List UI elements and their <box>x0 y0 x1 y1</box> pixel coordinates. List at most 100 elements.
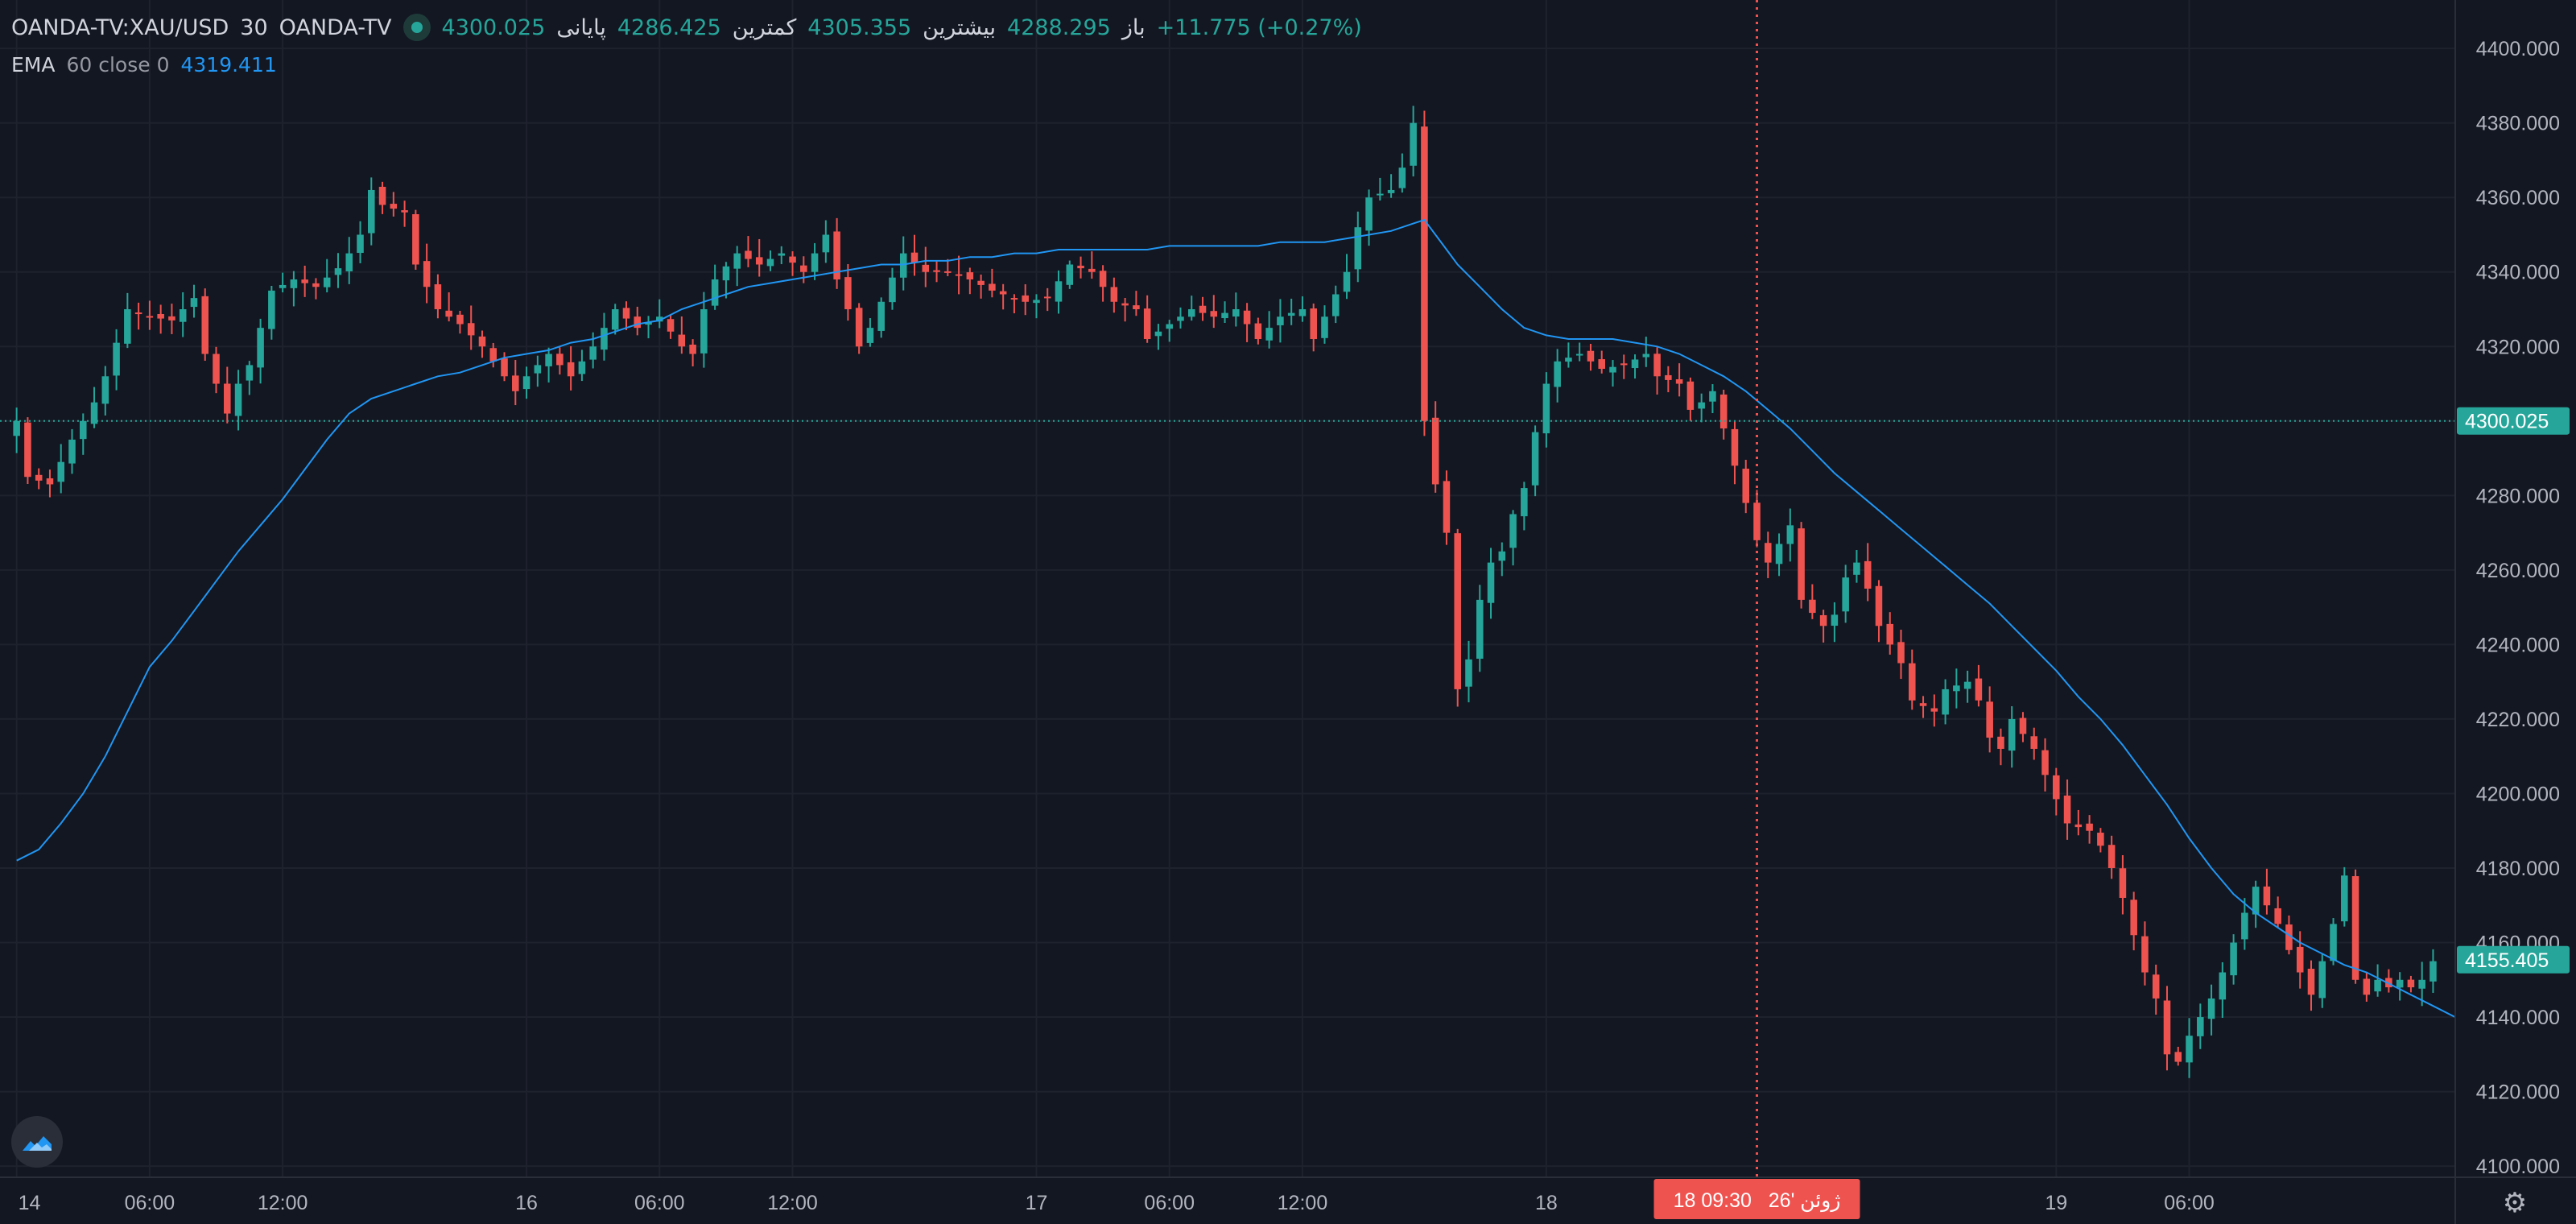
candle-body <box>290 279 298 288</box>
candle-body <box>1365 197 1373 231</box>
interval-label[interactable]: 30 <box>240 14 268 40</box>
time-tick-label: 18 <box>1535 1192 1558 1214</box>
candle-body <box>113 342 120 376</box>
candle-body <box>589 346 597 360</box>
ema-value: 4319.411 <box>180 52 277 76</box>
candle-body <box>1775 544 1783 564</box>
candle-body <box>745 250 752 259</box>
candle-body <box>2374 979 2381 992</box>
candle-body <box>1521 488 1528 517</box>
candle-body <box>1321 316 1328 338</box>
candle-body <box>1177 316 1184 321</box>
candle-body <box>146 316 154 318</box>
candle-body <box>800 265 807 272</box>
price-tick-label: 4180.000 <box>2476 858 2560 880</box>
candle-body <box>323 277 331 287</box>
candle-body <box>1719 394 1728 429</box>
candle-body <box>2230 942 2237 976</box>
candle-body <box>401 210 408 213</box>
candle-body <box>601 328 608 350</box>
candle-body <box>1498 551 1506 561</box>
candle-body <box>390 204 398 209</box>
candle-body <box>989 283 996 291</box>
price-tick-label: 4220.000 <box>2476 709 2560 731</box>
candle-body <box>1953 685 1960 692</box>
source-label[interactable]: OANDA-TV <box>279 14 392 40</box>
candle-body <box>999 291 1007 295</box>
candle-body <box>1575 354 1583 356</box>
candle-body <box>645 322 652 325</box>
candle-body <box>844 277 852 310</box>
candle-body <box>1287 312 1295 316</box>
ema-name: EMA <box>11 52 56 76</box>
candle-body <box>1709 391 1716 402</box>
candle-body <box>478 336 486 347</box>
time-tick-label: 06:00 <box>125 1192 175 1214</box>
price-tick-label: 4280.000 <box>2476 485 2560 507</box>
time-tick-label: 16 <box>515 1192 538 1214</box>
candle-body <box>489 348 497 362</box>
candle-body <box>667 319 675 332</box>
candle-body <box>1377 193 1384 196</box>
chart-grid <box>0 0 2455 1177</box>
candle-body <box>2219 972 2227 1000</box>
symbol-name[interactable]: OANDA-TV:XAU/USD <box>11 14 229 40</box>
candle-body <box>2197 1017 2204 1036</box>
candle-body <box>234 383 242 416</box>
candle-body <box>611 309 619 330</box>
candle-body <box>1143 308 1151 340</box>
candle-body <box>2008 718 2016 751</box>
candle-body <box>1033 300 1040 304</box>
candle-body <box>1897 642 1905 664</box>
candle-body <box>534 365 542 374</box>
candle-body <box>966 272 974 279</box>
candle-body <box>2053 775 2060 800</box>
candle-body <box>268 290 275 329</box>
candle-body <box>2152 974 2160 999</box>
candle-body <box>733 253 741 269</box>
candle-body <box>955 274 963 276</box>
candle-body <box>1620 363 1628 366</box>
time-tick-label: 19 <box>2045 1192 2067 1214</box>
ema-legend[interactable]: EMA 60 close 0 4319.411 <box>11 50 277 79</box>
candle-body <box>90 402 98 424</box>
current-price-tag <box>2457 407 2570 435</box>
candle-body <box>766 258 774 267</box>
candle-body <box>1587 350 1595 362</box>
price-tick-label: 4240.000 <box>2476 634 2560 656</box>
price-axis[interactable]: 4400.000 4380.000 4360.000 4340.000 4320.000… <box>2454 0 2560 1224</box>
candle-body <box>1221 312 1228 319</box>
candle-body <box>13 420 20 436</box>
candle-body <box>944 271 952 273</box>
candle-body <box>2097 833 2104 846</box>
candle-body <box>1454 533 1461 689</box>
candle-body <box>833 231 840 279</box>
candle-body <box>722 266 730 281</box>
gear-icon[interactable]: ⚙ <box>2502 1187 2528 1219</box>
tradingview-logo-icon[interactable] <box>11 1116 63 1168</box>
candle-body <box>1121 303 1129 306</box>
time-tick-label: 12:00 <box>258 1192 308 1214</box>
candle-body <box>1786 525 1794 544</box>
candle-body <box>1798 528 1805 600</box>
open-label: باز <box>1121 14 1146 40</box>
candle-body <box>1010 298 1018 300</box>
candle-body <box>2341 875 2348 922</box>
candle-body <box>2107 845 2116 868</box>
candle-body <box>1154 331 1162 337</box>
candle-body <box>1343 271 1351 292</box>
time-tick-label: 06:00 <box>1144 1192 1195 1214</box>
candle-body <box>711 279 719 306</box>
symbol-legend[interactable]: OANDA-TV:XAU/USD 30 OANDA-TV باز 4288.29… <box>11 11 1362 43</box>
candle-body <box>2318 961 2326 999</box>
price-tick-label: 4260.000 <box>2476 560 2560 582</box>
ema-params: 60 close 0 <box>66 52 170 76</box>
candle-body <box>46 478 54 485</box>
candlestick-series <box>13 105 2437 1078</box>
time-axis[interactable]: 14 06:00 12:00 16 06:00 12:00 17 06:00 12:00 18 19… <box>0 1176 2576 1214</box>
candle-body <box>622 308 630 319</box>
candle-body <box>778 253 786 256</box>
high-label: بیشترین <box>923 14 997 40</box>
candle-body <box>977 280 985 285</box>
